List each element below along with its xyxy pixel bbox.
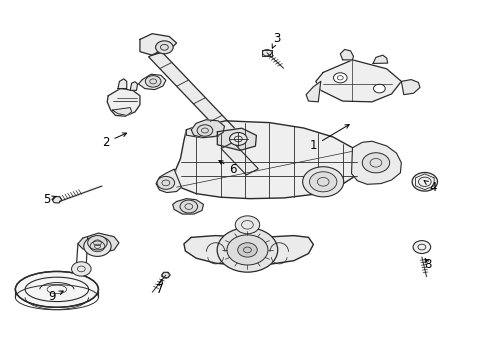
- Circle shape: [303, 167, 343, 197]
- Polygon shape: [140, 34, 176, 55]
- Circle shape: [197, 125, 213, 136]
- Polygon shape: [139, 74, 166, 90]
- Text: 7: 7: [156, 280, 163, 296]
- Polygon shape: [306, 81, 321, 102]
- Polygon shape: [184, 235, 314, 265]
- Polygon shape: [351, 141, 401, 184]
- Text: 4: 4: [424, 180, 437, 194]
- Circle shape: [217, 228, 278, 272]
- Text: 9: 9: [48, 290, 63, 303]
- Polygon shape: [340, 49, 353, 60]
- Circle shape: [333, 73, 347, 83]
- Circle shape: [362, 153, 390, 173]
- Circle shape: [413, 240, 431, 253]
- Circle shape: [235, 216, 260, 234]
- Text: 1: 1: [310, 125, 349, 152]
- Polygon shape: [148, 51, 242, 142]
- Circle shape: [227, 235, 268, 265]
- Polygon shape: [174, 121, 362, 199]
- Polygon shape: [52, 197, 62, 203]
- Polygon shape: [217, 128, 256, 150]
- Ellipse shape: [15, 271, 98, 307]
- Polygon shape: [161, 272, 170, 278]
- Polygon shape: [401, 80, 420, 95]
- Circle shape: [84, 236, 111, 256]
- Polygon shape: [186, 125, 223, 138]
- Text: 2: 2: [102, 133, 126, 149]
- Circle shape: [157, 176, 174, 189]
- Circle shape: [310, 172, 337, 192]
- Circle shape: [229, 132, 247, 145]
- Text: 6: 6: [219, 161, 237, 176]
- Circle shape: [373, 84, 385, 93]
- Circle shape: [238, 243, 257, 257]
- Polygon shape: [156, 169, 181, 193]
- Polygon shape: [107, 89, 140, 116]
- Circle shape: [146, 76, 161, 87]
- Polygon shape: [316, 60, 401, 102]
- Circle shape: [88, 235, 107, 250]
- Polygon shape: [78, 233, 119, 253]
- Text: 3: 3: [272, 32, 280, 48]
- Polygon shape: [221, 142, 258, 175]
- Text: 5: 5: [44, 193, 56, 206]
- Circle shape: [180, 200, 197, 213]
- Polygon shape: [172, 199, 203, 214]
- Polygon shape: [373, 55, 388, 63]
- Text: 8: 8: [424, 258, 432, 271]
- Polygon shape: [112, 108, 132, 116]
- Polygon shape: [262, 50, 272, 55]
- Circle shape: [72, 262, 91, 276]
- Polygon shape: [191, 120, 224, 138]
- Circle shape: [412, 172, 438, 191]
- Polygon shape: [118, 79, 127, 89]
- Circle shape: [156, 41, 173, 54]
- Polygon shape: [130, 82, 138, 90]
